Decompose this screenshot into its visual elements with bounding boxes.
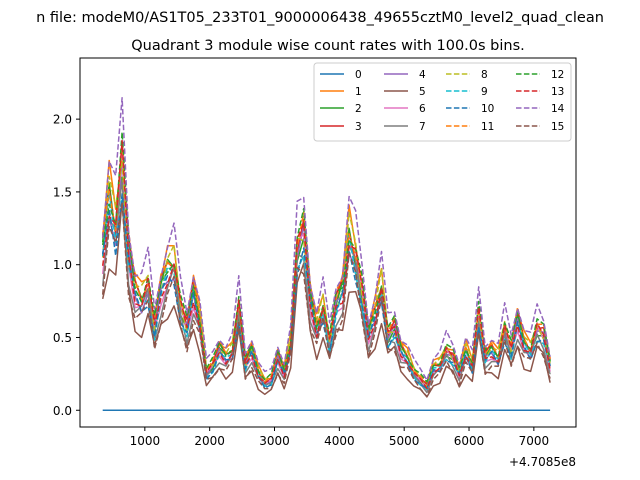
x-tick-label: 6000 [454, 434, 485, 448]
x-tick-label: 3000 [259, 434, 290, 448]
plot-lines [101, 97, 551, 412]
legend-label-9: 9 [481, 86, 488, 98]
x-axis: 1000 2000 3000 4000 5000 6000 7000 [130, 427, 550, 448]
legend-label-8: 8 [481, 69, 488, 81]
legend-label-11: 11 [481, 121, 494, 133]
x-tick-label: 5000 [389, 434, 420, 448]
legend-label-3: 3 [355, 121, 362, 133]
x-tick-label: 2000 [194, 434, 225, 448]
legend-label-15: 15 [551, 121, 564, 133]
legend-box [313, 62, 572, 142]
legend-label-5: 5 [419, 86, 426, 98]
series-line-15 [101, 201, 551, 398]
legend-label-6: 6 [419, 103, 426, 115]
legend-label-4: 4 [419, 69, 426, 81]
y-tick-label: 0.5 [53, 331, 72, 345]
x-tick-label: 4000 [324, 434, 355, 448]
y-tick-label: 1.0 [53, 258, 72, 272]
series-line-14 [101, 97, 551, 381]
x-tick-label: 1000 [130, 434, 161, 448]
y-tick-label: 1.5 [53, 185, 72, 199]
y-tick-label: 0.0 [53, 404, 72, 418]
legend-label-12: 12 [551, 69, 564, 81]
x-tick-label: 7000 [519, 434, 550, 448]
x-axis-offset-label: +4.7085e8 [509, 455, 576, 469]
legend-label-1: 1 [355, 86, 362, 98]
y-tick-label: 2.0 [53, 113, 72, 127]
figure-suptitle: n file: modeM0/AS1T05_233T01_9000006438_… [36, 10, 604, 26]
legend-label-7: 7 [419, 121, 426, 133]
axes-frame [79, 57, 577, 428]
chart-title: Quadrant 3 module wise count rates with … [131, 38, 525, 54]
legend-label-0: 0 [355, 69, 362, 81]
y-axis: 0.0 0.5 1.0 1.5 2.0 [53, 113, 80, 418]
legend-label-2: 2 [355, 103, 362, 115]
legend-label-10: 10 [481, 103, 494, 115]
series-line-7 [101, 179, 551, 394]
legend-label-14: 14 [551, 103, 565, 115]
legend-label-13: 13 [551, 86, 564, 98]
series-line-5 [101, 199, 551, 398]
series-line-13 [101, 139, 551, 390]
